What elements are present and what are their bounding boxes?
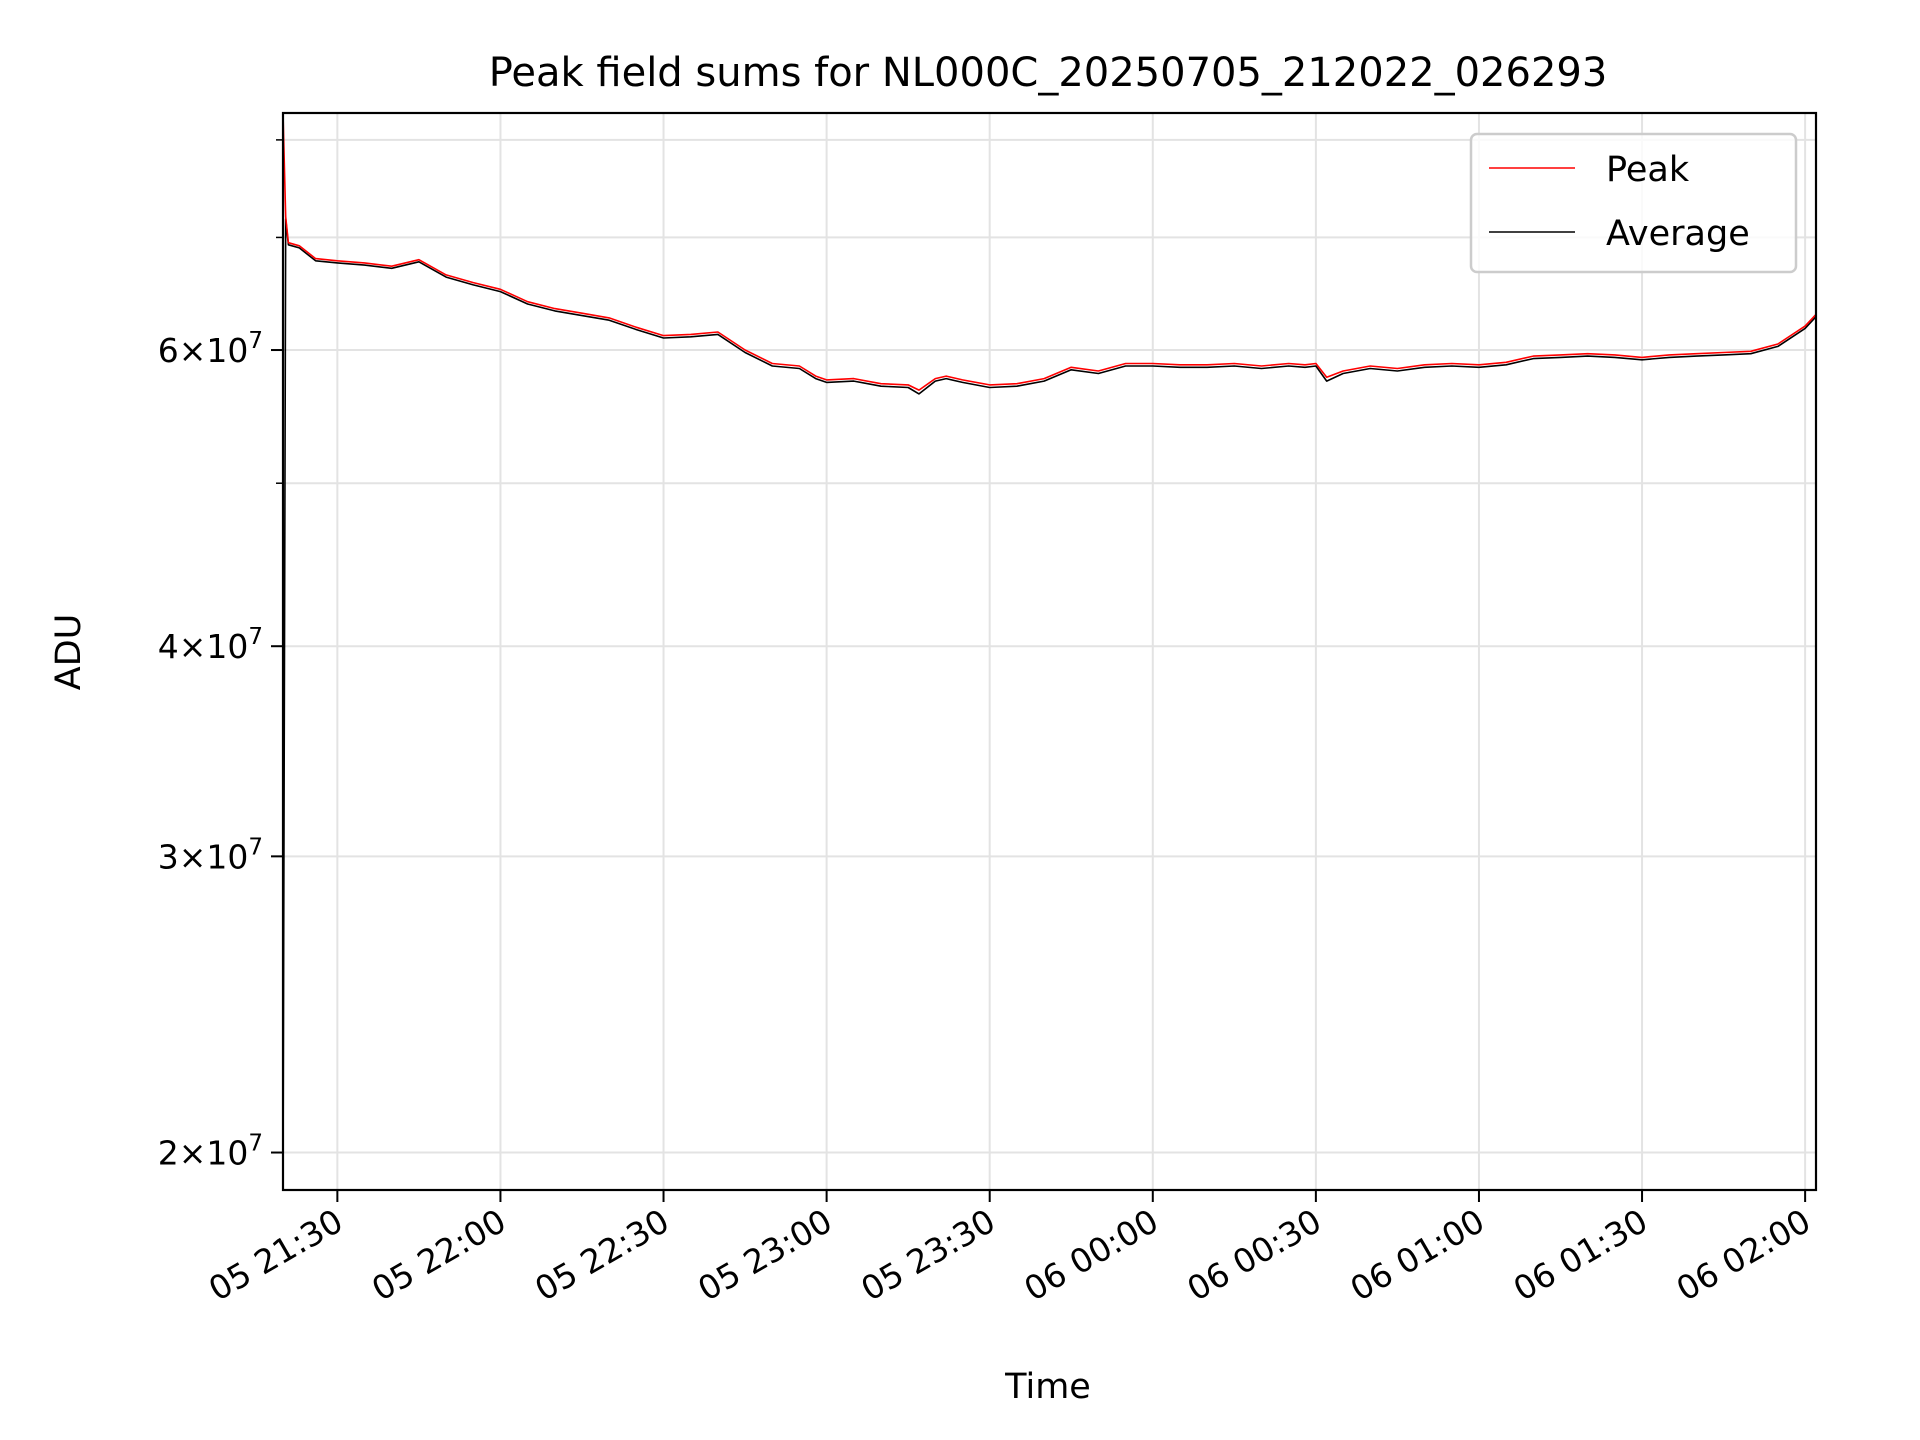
legend-label-peak: Peak [1606,150,1690,190]
y-tick-label: 2×107 [158,1131,263,1173]
series-lines [282,112,1817,1191]
y-tick-label: 6×107 [158,328,263,370]
y-axis: 2×107 3×107 4×107 6×107 [158,139,283,1173]
x-axis-label: Time [1004,1367,1091,1407]
plot-frame [281,111,1818,1192]
grid [283,113,1816,1190]
y-axis-label: ADU [49,614,89,691]
series-line-peak [282,112,1817,391]
legend: Peak Average [1469,132,1798,274]
legend-label-average: Average [1606,214,1750,254]
y-tick-label: 4×107 [158,624,263,666]
y-tick-label: 3×107 [158,834,263,876]
chart-title: Peak field sums for NL000C_20250705_2120… [489,50,1608,96]
series-line-average [282,218,1817,1191]
